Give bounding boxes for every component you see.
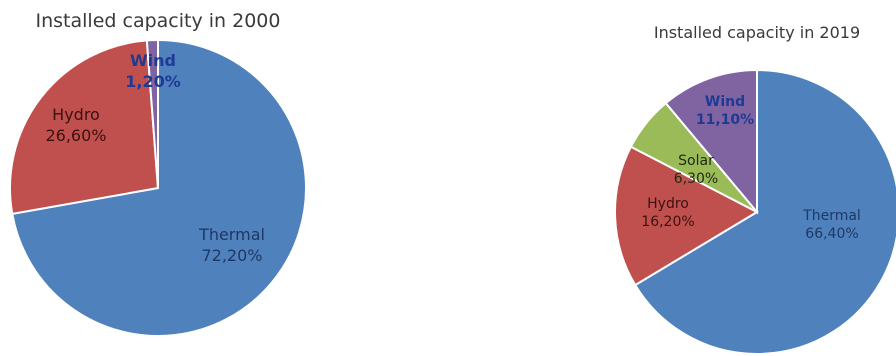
slice-value-thermal: 72,20% (201, 246, 262, 265)
slice-label-hydro: Hydro 26,60% (45, 105, 106, 145)
slice-label-hydro: Hydro 16,20% (641, 196, 694, 230)
slice-name-thermal: Thermal (802, 208, 861, 224)
slice-name-hydro: Hydro (52, 105, 100, 124)
slice-label-solar: Solar 6,30% (674, 153, 718, 187)
slice-name-hydro: Hydro (647, 196, 689, 212)
pie-labels-2019: Thermal 66,40% Hydro 16,20% Solar 6,30% Wind 11… (641, 94, 861, 242)
slice-value-wind: 11,10% (696, 112, 754, 128)
slice-name-solar: Solar (678, 153, 714, 169)
slice-name-wind: Wind (705, 94, 745, 110)
slice-value-solar: 6,30% (674, 171, 718, 187)
pie-slice-thermal (633, 68, 896, 355)
pie-chart-2019: Installed capacity in 2019 Thermal 66,40%… (613, 23, 896, 355)
slice-name-wind: Wind (130, 51, 176, 70)
pie-slice-hydro (613, 145, 760, 287)
slice-name-thermal: Thermal (198, 225, 265, 244)
pie-slices-2000 (9, 38, 307, 337)
slice-value-wind: 1,20% (125, 72, 181, 91)
pie-slice-wind (664, 68, 758, 215)
chart-title-2000: Installed capacity in 2000 (36, 10, 281, 32)
slice-label-wind: Wind 11,10% (696, 94, 754, 128)
pie-slices-2019 (613, 68, 896, 355)
pie-chart-2000: Installed capacity in 2000 Thermal 72,20%… (9, 10, 307, 337)
slice-value-thermal: 66,40% (805, 226, 858, 242)
pie-slice-thermal (11, 38, 307, 337)
slice-value-hydro: 16,20% (641, 214, 694, 230)
pie-labels-2000: Thermal 72,20% Hydro 26,60% Wind 1,20% (45, 51, 264, 265)
slice-label-wind: Wind 1,20% (125, 51, 181, 91)
pie-slice-hydro (9, 39, 160, 216)
slice-value-hydro: 26,60% (45, 126, 106, 145)
chart-title-2019: Installed capacity in 2019 (654, 23, 860, 42)
slice-label-thermal: Thermal 66,40% (802, 208, 861, 242)
slice-label-thermal: Thermal 72,20% (198, 225, 265, 265)
pie-slice-wind (145, 38, 159, 189)
